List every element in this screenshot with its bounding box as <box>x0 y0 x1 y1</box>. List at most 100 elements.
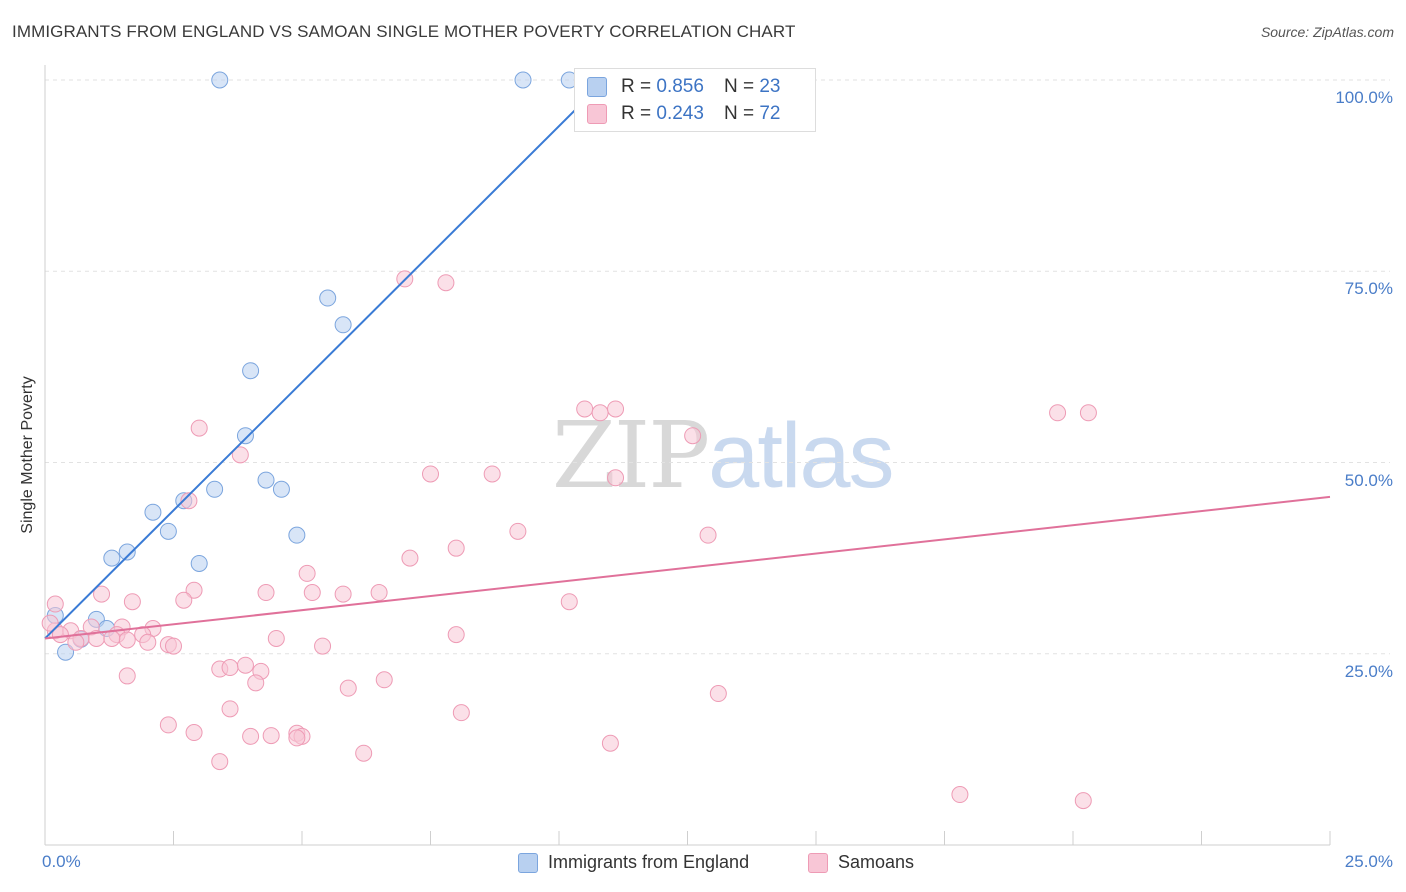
samoan-point <box>185 581 203 599</box>
samoan-point <box>221 659 239 677</box>
samoan-point <box>375 671 393 689</box>
samoan-point <box>139 633 157 651</box>
england-point <box>159 522 177 540</box>
samoan-point <box>437 274 455 292</box>
samoan-point <box>339 679 357 697</box>
samoan-point <box>236 656 254 674</box>
stats-r-label: R = <box>621 103 652 124</box>
axis-layer <box>44 65 1331 846</box>
england-point <box>257 471 275 489</box>
stats-swatch-pink <box>587 104 607 124</box>
samoan-point <box>41 614 59 632</box>
samoan-point <box>314 637 332 655</box>
england-point <box>206 480 224 498</box>
samoan-point <box>951 786 969 804</box>
samoan-point <box>684 427 702 445</box>
y-tick-label: 25.0% <box>1344 661 1393 681</box>
stats-n-value: 72 <box>759 103 781 124</box>
england-point <box>272 480 290 498</box>
samoan-point <box>303 584 321 602</box>
samoan-trend-line <box>44 495 1331 640</box>
samoan-point <box>123 593 141 611</box>
samoan-point <box>288 729 306 747</box>
samoan-point <box>103 629 121 647</box>
samoan-point <box>509 522 527 540</box>
source-label: Source: ZipAtlas.com <box>1260 24 1394 40</box>
stats-swatch-blue <box>587 77 607 97</box>
legend-label-england: Immigrants from England <box>548 852 750 872</box>
stats-row-blue: R = 0.856 N = 23 <box>575 74 780 100</box>
samoan-point <box>483 465 501 483</box>
england-point <box>236 427 254 445</box>
chart-title: IMMIGRANTS FROM ENGLAND VS SAMOAN SINGLE… <box>12 22 796 41</box>
legend-swatch-blue <box>518 852 538 873</box>
legend-swatch-pink <box>808 852 828 873</box>
samoan-point <box>185 724 203 742</box>
england-point <box>190 554 208 572</box>
stats-n-value: 23 <box>759 76 781 97</box>
samoan-point <box>190 419 208 437</box>
england-point <box>242 362 260 380</box>
samoan-point <box>591 404 609 422</box>
england-point <box>118 543 136 561</box>
legend-item-england[interactable]: Immigrants from England <box>518 852 749 873</box>
england-point <box>288 526 306 544</box>
england-point <box>514 71 532 89</box>
england-point <box>103 549 121 567</box>
samoan-point <box>401 549 419 567</box>
samoan-point <box>447 539 465 557</box>
samoan-point <box>51 626 69 644</box>
samoan-point <box>46 595 64 613</box>
samoan-point <box>334 585 352 603</box>
stats-r-value: 0.243 <box>656 103 704 124</box>
samoan-point <box>221 700 239 718</box>
samoan-point <box>242 727 260 745</box>
samoan-point <box>175 591 193 609</box>
samoan-point <box>180 492 198 510</box>
samoan-point <box>355 744 373 762</box>
samoan-point <box>93 585 111 603</box>
y-axis-label: Single Mother Poverty <box>19 376 36 534</box>
watermark-zip: ZIP <box>552 402 710 509</box>
stats-n-label: N = <box>723 76 755 97</box>
samoan-point <box>370 584 388 602</box>
samoan-point <box>159 716 177 734</box>
samoan-point <box>257 584 275 602</box>
samoan-point <box>607 400 625 418</box>
samoan-point <box>247 674 265 692</box>
y-tick-label: 100.0% <box>1335 88 1393 107</box>
england-point <box>57 643 75 661</box>
stats-row-pink: R = 0.243 N = 72 <box>575 101 780 127</box>
watermark-atlas: atlas <box>708 405 894 507</box>
samoan-point <box>118 631 136 649</box>
samoan-point <box>576 400 594 418</box>
watermark: ZIPatlas <box>552 402 895 509</box>
stats-n-label: N = <box>723 103 755 124</box>
legend-item-samoans[interactable]: Samoans <box>808 852 914 873</box>
x-tick-label: 25.0% <box>1344 852 1393 871</box>
bottom-legend: Immigrants from England Samoans <box>0 852 1406 876</box>
england-point <box>144 503 162 521</box>
england-point <box>319 289 337 307</box>
samoan-point <box>1049 404 1067 422</box>
trend-layer <box>44 79 1331 640</box>
samoan-point <box>231 446 249 464</box>
samoan-point <box>699 526 717 544</box>
samoan-point <box>165 637 182 655</box>
samoan-point <box>298 564 316 582</box>
samoan-point <box>452 704 470 722</box>
samoan-point <box>1074 792 1092 810</box>
england-point <box>211 71 229 89</box>
samoan-point <box>422 465 439 483</box>
samoan-point <box>560 593 578 611</box>
samoan-point <box>607 469 625 487</box>
points-layer <box>41 71 1097 810</box>
samoan-point <box>1079 404 1097 422</box>
samoan-point <box>211 753 229 771</box>
samoan-point <box>709 685 727 703</box>
england-trend-line <box>44 79 606 640</box>
stats-r-label: R = <box>621 76 652 97</box>
samoan-point <box>118 667 136 685</box>
samoan-point <box>447 626 465 644</box>
